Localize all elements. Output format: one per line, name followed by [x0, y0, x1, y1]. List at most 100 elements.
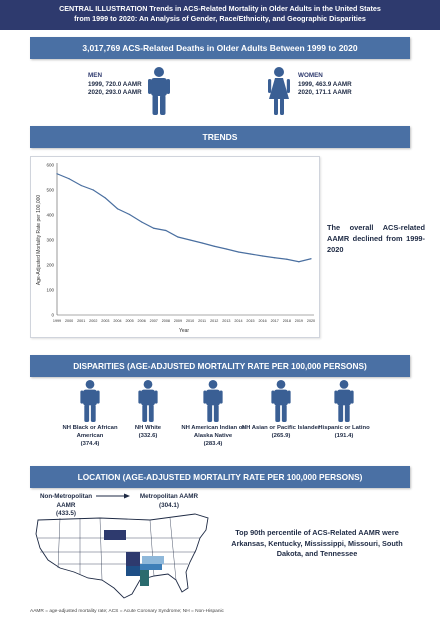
men-title: MEN: [88, 72, 102, 79]
data-point: [92, 189, 94, 191]
x-tick-label: 2004: [113, 319, 121, 323]
data-point: [274, 257, 276, 259]
us-map-svg: [35, 513, 209, 599]
data-point: [310, 258, 312, 260]
women-stats: WOMEN 1999, 463.9 AAMR 2020, 171.1 AAMR: [298, 72, 352, 98]
trend-chart-svg: 0 100 200 300 400 500 600 1999 2000 2001 2002 2003 2…: [36, 163, 315, 334]
men-stats: MEN 1999, 720.0 AAMR 2020, 293.0 AAMR: [88, 72, 142, 98]
footnote: AAMR = age-adjusted mortality rate; ACS …: [30, 609, 224, 614]
x-tick-label: 2020: [307, 319, 315, 323]
person-icon: [334, 380, 354, 422]
x-tick-label: 2019: [295, 319, 303, 323]
data-point: [80, 184, 82, 187]
nonmetro-value: (433.5): [56, 510, 76, 517]
group-label: NH American Indian or Alaska Native: [181, 425, 245, 439]
series-line: [56, 173, 312, 263]
disparity-group: NH American Indian or Alaska Native (283.…: [173, 380, 253, 448]
x-tick-label: 1999: [53, 319, 61, 323]
x-tick-label: 2015: [246, 319, 254, 323]
disparities-banner: DISPARITIES (AGE-ADJUSTED MORTALITY RATE…: [30, 355, 410, 377]
data-point: [298, 261, 300, 263]
data-point: [56, 173, 58, 175]
x-tick-label: 2011: [198, 319, 206, 323]
women-2020: 2020, 171.1 AAMR: [298, 89, 352, 96]
disparity-group: NH White (332.6): [108, 380, 188, 440]
group-label: NH Asian or Pacific Islander: [241, 425, 321, 431]
trends-banner: TRENDS: [30, 126, 410, 148]
y-tick-label: 0: [51, 313, 54, 318]
top-percentile-note: Top 90th percentile of ACS-Related AAMR …: [231, 528, 403, 558]
x-tick-label: 2018: [283, 319, 291, 323]
arrow-right-icon: [96, 493, 130, 499]
x-tick-label: 2005: [125, 319, 133, 323]
us-outline: [35, 513, 209, 599]
nonmetro-label: Non-Metropolitan AAMR: [39, 493, 93, 509]
x-tick-label: 2000: [65, 319, 73, 323]
y-tick-label: 500: [46, 188, 54, 193]
disparity-group: NH Asian or Pacific Islander (265.9): [241, 380, 321, 440]
female-icon: [268, 67, 290, 115]
y-tick-label: 300: [46, 238, 54, 243]
x-tick-label: 2001: [77, 319, 85, 323]
y-axis-label: Age-Adjusted Mortality Rate per 100,000: [36, 195, 42, 286]
y-tick-label: 200: [46, 263, 54, 268]
group-value: (265.9): [271, 433, 291, 439]
group-value: (191.4): [334, 433, 354, 439]
data-point: [201, 242, 203, 244]
data-point: [213, 245, 215, 247]
tennessee-region: [140, 564, 162, 570]
south-dakota-region: [104, 530, 126, 540]
men-2020: 2020, 293.0 AAMR: [88, 89, 142, 96]
data-point: [165, 229, 167, 232]
metro-value: (304.1): [159, 501, 179, 509]
header-line-2: from 1999 to 2020: An Analysis of Gender…: [74, 14, 366, 23]
x-tick-label: 2007: [150, 319, 158, 323]
deaths-banner: 3,017,769 ACS-Related Deaths in Older Ad…: [30, 37, 410, 59]
group-value: (374.4): [80, 441, 100, 447]
data-point: [177, 236, 179, 238]
group-label: NH Black or African American: [62, 425, 118, 439]
trend-chart: 0 100 200 300 400 500 600 1999 2000 2001 2002 2003 2…: [30, 156, 320, 338]
us-map: [30, 508, 215, 603]
location-banner: LOCATION (AGE-ADJUSTED MORTALITY RATE PE…: [30, 466, 410, 488]
disparity-group: NH Black or African American (374.4): [50, 380, 130, 448]
header-line-1: CENTRAL ILLUSTRATION Trends in ACS-Relat…: [59, 4, 381, 13]
metro-label: Metropolitan AAMR: [139, 493, 199, 500]
disparity-group: Hispanic or Latino (191.4): [304, 380, 384, 440]
missouri-region: [126, 552, 140, 566]
group-value: (332.6): [138, 433, 158, 439]
x-tick-label: 2003: [101, 319, 109, 323]
person-icon: [271, 380, 291, 422]
x-tick-label: 2008: [162, 319, 170, 323]
x-axis-label: Year: [179, 328, 189, 334]
x-tick-label: 2013: [222, 319, 230, 323]
x-tick-label: 2009: [174, 319, 182, 323]
data-point: [116, 208, 119, 210]
person-icon: [80, 380, 100, 422]
x-tick-label: 2016: [259, 319, 267, 323]
metro-stat: Metropolitan AAMR (304.1): [136, 493, 202, 510]
data-point: [104, 197, 106, 199]
male-icon: [148, 67, 170, 115]
data-point: [141, 221, 143, 223]
data-point: [189, 239, 191, 241]
men-1999: 1999, 720.0 AAMR: [88, 80, 142, 88]
data-point: [68, 178, 70, 180]
data-point: [262, 255, 264, 257]
y-tick-label: 400: [46, 213, 54, 218]
y-tick-label: 100: [46, 288, 54, 293]
data-point: [249, 253, 252, 255]
kentucky-region: [142, 556, 164, 564]
group-label: Hispanic or Latino: [318, 425, 370, 431]
data-point: [153, 227, 155, 229]
x-tick-label: 2010: [186, 319, 194, 323]
x-tick-label: 2006: [138, 319, 146, 323]
mississippi-region: [140, 570, 149, 586]
data-point: [225, 248, 227, 250]
data-point: [237, 251, 240, 253]
data-point: [286, 258, 288, 260]
trend-note: The overall ACS-related AAMR declined fr…: [327, 223, 425, 254]
data-point: [128, 213, 131, 216]
x-tick-label: 2014: [234, 319, 242, 323]
women-1999: 1999, 463.9 AAMR: [298, 80, 352, 88]
